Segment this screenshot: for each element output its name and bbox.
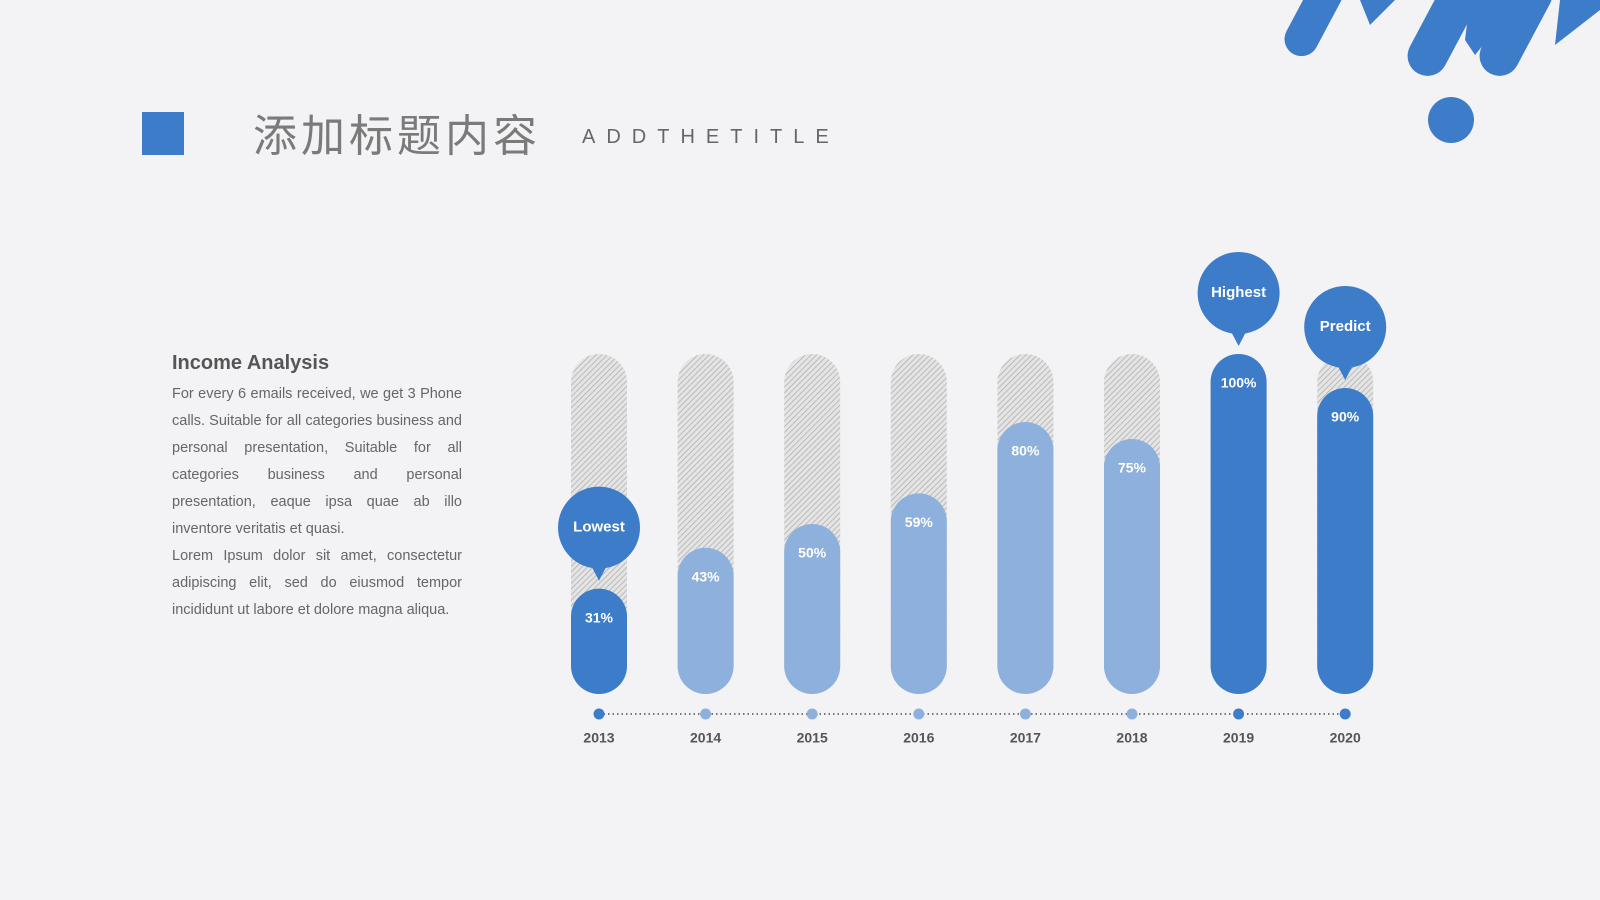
x-tick-label: 2020 [1330,730,1361,746]
callout-label: Predict [1320,318,1371,335]
title: 添加标题内容 [253,111,541,162]
timeline-dot [593,708,605,720]
bar [784,524,841,694]
value-label: 75% [1118,460,1147,476]
callout [558,486,640,569]
x-tick-label: 2015 [797,730,828,746]
bar [677,547,734,694]
callout [1304,286,1387,368]
timeline-dot [806,708,818,720]
paragraph: For every 6 emails received, we get 3 Ph… [172,386,462,537]
bar [1210,354,1267,694]
value-label: 90% [1331,409,1360,425]
value-label: 80% [1011,443,1040,459]
callout-label: Highest [1211,284,1266,301]
value-label: 100% [1221,375,1257,391]
bar [997,422,1054,694]
value-label: 50% [798,545,827,561]
timeline-dot [1019,708,1031,720]
value-label: 59% [905,514,934,530]
timeline-dot [700,708,712,720]
decoration [1284,0,1600,143]
timeline-dot [1126,708,1138,720]
heading: Income Analysis [172,352,330,374]
x-tick-label: 2019 [1223,730,1254,746]
bar [571,588,627,694]
bar [1317,388,1374,694]
title-square [142,112,184,155]
timeline-dot [1233,708,1245,720]
subtitle: ADDTHETITLE [582,126,840,148]
value-label: 43% [692,569,721,585]
callout [1197,252,1280,334]
x-tick-label: 2013 [583,730,614,746]
x-tick-label: 2018 [1116,730,1147,746]
bar [890,493,947,694]
value-label: 31% [585,609,614,625]
callout-label: Lowest [573,519,625,536]
text-block: Income Analysis For every 6 emails recei… [172,352,462,624]
x-tick-label: 2016 [903,730,934,746]
timeline-dot [913,708,925,720]
paragraph: Lorem Ipsum dolor sit amet, consectetur … [172,548,462,618]
timeline-dot [1339,708,1351,720]
x-tick-label: 2014 [690,730,721,746]
x-tick-label: 2017 [1010,730,1041,746]
bar [1104,439,1160,694]
